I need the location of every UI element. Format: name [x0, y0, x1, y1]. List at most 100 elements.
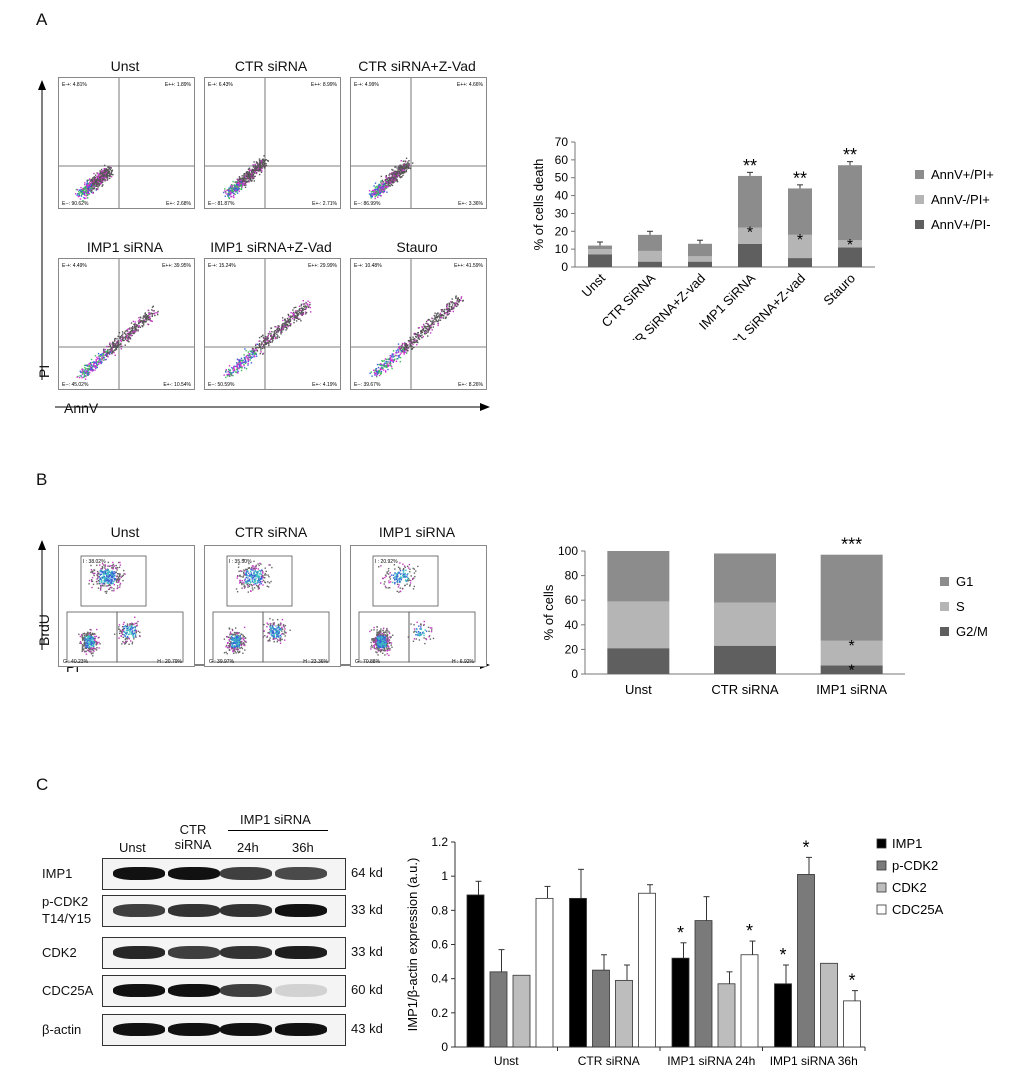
event-dot	[226, 189, 228, 191]
event-dot	[97, 177, 99, 180]
event-dot	[238, 632, 240, 634]
event-dot	[396, 358, 398, 360]
event-dot	[238, 364, 241, 366]
event-dot	[256, 574, 259, 577]
event-dot	[117, 340, 120, 342]
event-dot	[85, 192, 87, 195]
event-dot	[127, 336, 130, 339]
event-dot	[97, 577, 99, 579]
event-dot	[83, 638, 85, 640]
event-dot	[117, 335, 119, 338]
event-dot	[228, 371, 231, 374]
event-dot	[272, 336, 274, 339]
event-dot	[392, 360, 394, 362]
event-dot	[239, 650, 241, 653]
event-dot	[132, 633, 135, 635]
event-dot	[257, 167, 260, 170]
event-dot	[392, 174, 395, 176]
event-dot	[297, 310, 299, 312]
event-dot	[123, 641, 125, 644]
event-dot	[270, 631, 272, 633]
flow-plot-title: IMP1 siRNA	[86, 239, 164, 255]
event-dot	[126, 629, 129, 632]
event-dot	[259, 167, 261, 169]
event-dot	[228, 196, 230, 199]
event-dot	[144, 312, 147, 314]
event-dot	[92, 649, 94, 652]
event-dot	[400, 352, 402, 354]
event-dot	[276, 337, 278, 340]
event-dot	[269, 340, 271, 342]
event-dot	[407, 578, 410, 580]
event-dot	[96, 564, 98, 566]
event-dot	[111, 347, 113, 349]
event-dot	[229, 644, 231, 647]
event-dot	[244, 181, 246, 183]
event-dot	[395, 352, 397, 354]
event-dot	[98, 360, 100, 362]
event-dot	[240, 366, 242, 369]
event-dot	[398, 347, 400, 349]
event-dot	[400, 576, 402, 578]
significance-mark: *	[677, 923, 684, 943]
event-dot	[255, 565, 257, 567]
event-dot	[384, 585, 387, 587]
event-dot	[118, 637, 120, 639]
y-tick-label: 0	[561, 260, 568, 274]
event-dot	[123, 630, 125, 633]
event-dot	[448, 308, 450, 310]
event-dot	[264, 337, 267, 339]
event-dot	[399, 360, 402, 363]
event-dot	[101, 173, 103, 176]
event-dot	[411, 578, 414, 581]
event-dot	[255, 343, 257, 346]
event-dot	[230, 192, 233, 194]
event-dot	[89, 647, 91, 650]
event-dot	[257, 581, 259, 583]
event-dot	[137, 329, 139, 331]
event-dot	[239, 361, 241, 363]
event-dot	[403, 350, 406, 353]
event-dot	[394, 176, 396, 178]
event-dot	[80, 189, 82, 191]
event-dot	[155, 311, 157, 314]
event-dot	[253, 560, 255, 563]
event-dot	[153, 310, 155, 312]
event-dot	[370, 646, 372, 648]
event-dot	[284, 628, 286, 630]
event-dot	[421, 329, 424, 331]
event-dot	[457, 304, 459, 306]
event-dot	[88, 187, 90, 189]
event-dot	[280, 333, 282, 335]
event-dot	[276, 333, 278, 336]
event-dot	[272, 622, 275, 625]
event-dot	[247, 582, 250, 585]
event-dot	[394, 578, 396, 580]
event-dot	[231, 647, 234, 650]
event-dot	[390, 181, 393, 183]
event-dot	[230, 374, 233, 376]
event-dot	[107, 582, 109, 585]
event-dot	[399, 573, 402, 576]
event-dot	[96, 172, 98, 174]
event-dot	[246, 357, 248, 359]
event-dot	[385, 182, 387, 185]
event-dot	[130, 332, 132, 335]
event-dot	[230, 184, 232, 187]
event-dot	[294, 315, 296, 317]
event-dot	[131, 327, 134, 329]
event-dot	[237, 648, 240, 651]
event-dot	[243, 573, 246, 575]
event-dot	[388, 180, 390, 182]
event-dot	[387, 361, 389, 363]
event-dot	[122, 333, 124, 335]
event-dot	[409, 344, 412, 346]
event-dot	[277, 625, 280, 627]
event-dot	[232, 366, 235, 368]
event-dot	[81, 377, 83, 379]
event-dot	[123, 621, 125, 624]
event-dot	[267, 631, 269, 634]
event-dot	[114, 575, 116, 577]
event-dot	[242, 184, 244, 186]
